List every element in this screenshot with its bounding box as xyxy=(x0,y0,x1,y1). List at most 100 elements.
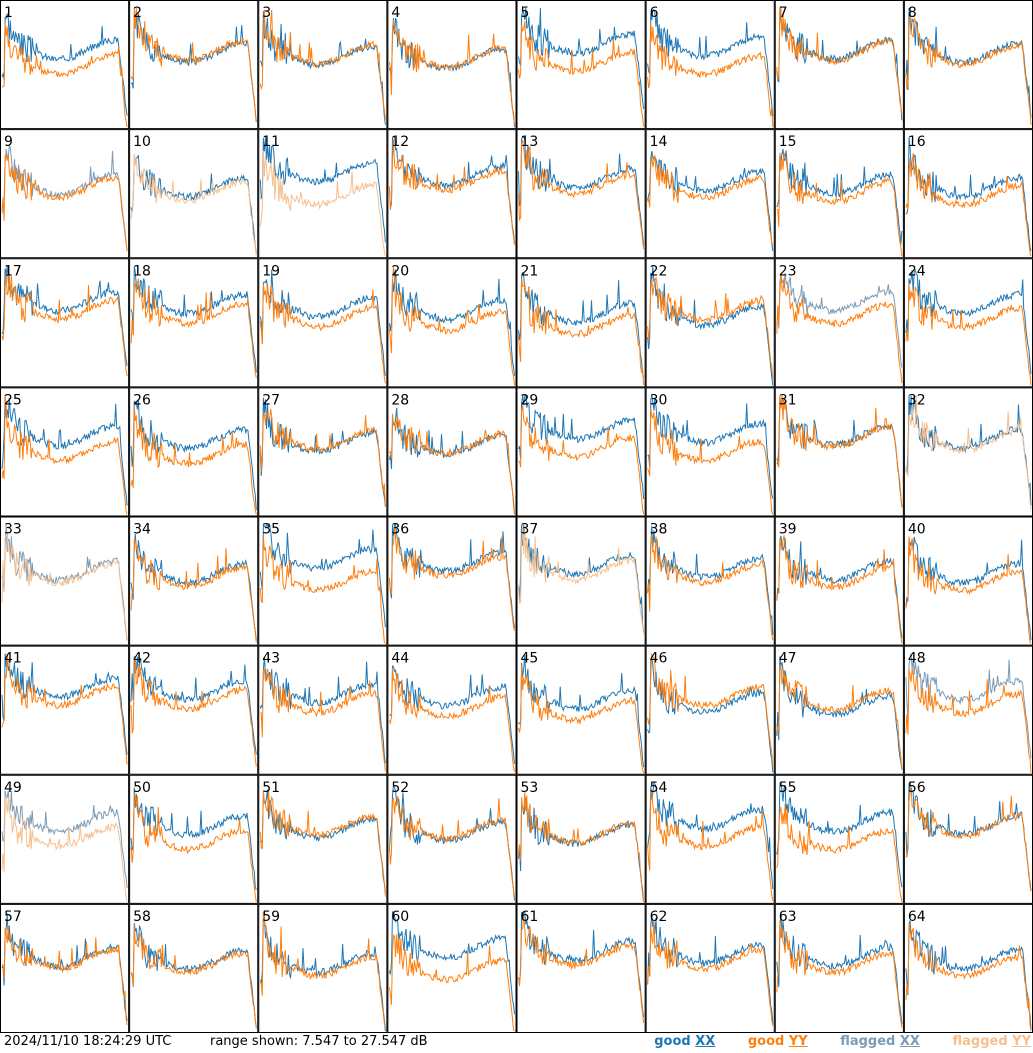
panel-label: 47 xyxy=(779,651,797,667)
panel-28: 28 xyxy=(387,387,517,517)
series-xx-line xyxy=(259,397,386,507)
series-yy-line xyxy=(388,527,515,631)
panel-52: 52 xyxy=(387,774,517,904)
panel-label: 38 xyxy=(650,522,668,538)
panel-29: 29 xyxy=(516,387,646,517)
panel-23: 23 xyxy=(774,258,904,388)
panel-34: 34 xyxy=(129,516,259,646)
series-yy-line xyxy=(1,23,128,128)
panel-3: 3 xyxy=(258,0,388,130)
series-yy-line xyxy=(905,15,1032,125)
series-xx-line xyxy=(388,523,515,629)
panel-label: 43 xyxy=(262,651,280,667)
panel-57: 57 xyxy=(0,903,130,1033)
series-yy-line xyxy=(518,664,645,773)
panel-15: 15 xyxy=(774,129,904,259)
series-yy-line xyxy=(1,273,128,376)
series-yy-line xyxy=(388,266,515,386)
panel-frame xyxy=(387,258,517,388)
panel-label: 30 xyxy=(650,392,668,408)
panel-frame xyxy=(774,774,904,904)
legend-flagged-xx: flagged XX xyxy=(840,1034,920,1049)
panel-label: 20 xyxy=(391,263,409,279)
panel-50: 50 xyxy=(129,774,259,904)
series-yy-line xyxy=(130,658,257,767)
panel-31: 31 xyxy=(774,387,904,517)
panel-frame xyxy=(516,129,646,259)
panel-label: 46 xyxy=(650,651,668,667)
panel-19: 19 xyxy=(258,258,388,388)
panel-label: 10 xyxy=(133,134,151,150)
series-yy-line xyxy=(647,789,774,902)
panel-frame xyxy=(774,516,904,646)
series-xx-line xyxy=(647,525,774,636)
panel-label: 22 xyxy=(650,263,668,279)
panel-label: 17 xyxy=(4,263,22,279)
series-xx-line xyxy=(1,13,128,116)
panel-frame xyxy=(387,645,517,775)
panel-label: 34 xyxy=(133,522,151,538)
panel-36: 36 xyxy=(387,516,517,646)
panel-frame xyxy=(129,0,259,130)
series-xx-line xyxy=(776,396,903,507)
panel-24: 24 xyxy=(903,258,1033,388)
legend-good-xx: good XX xyxy=(654,1034,716,1049)
panel-label: 12 xyxy=(391,134,409,150)
series-yy-line xyxy=(1,153,128,252)
panel-21: 21 xyxy=(516,258,646,388)
panel-frame xyxy=(0,258,130,388)
series-yy-line xyxy=(1,530,128,640)
panel-frame xyxy=(645,516,775,646)
series-yy-line xyxy=(518,278,645,386)
panel-56: 56 xyxy=(903,774,1033,904)
series-xx-line xyxy=(130,533,257,640)
series-yy-line xyxy=(647,653,774,766)
series-xx-line xyxy=(518,271,645,378)
panel-label: 27 xyxy=(262,392,280,408)
panel-33: 33 xyxy=(0,516,130,646)
panel-41: 41 xyxy=(0,645,130,775)
series-xx-line xyxy=(130,399,257,510)
panel-label: 49 xyxy=(4,780,22,796)
series-yy-line xyxy=(905,536,1032,644)
series-xx-line xyxy=(647,395,774,499)
series-yy-line xyxy=(259,537,386,644)
panel-39: 39 xyxy=(774,516,904,646)
series-xx-line xyxy=(647,8,774,117)
series-xx-line xyxy=(130,787,257,890)
panel-10: 10 xyxy=(129,129,259,259)
series-xx-line xyxy=(259,522,386,628)
series-yy-line xyxy=(130,7,257,122)
panel-label: 28 xyxy=(391,392,409,408)
series-yy-line xyxy=(776,395,903,508)
panel-label: 15 xyxy=(779,134,797,150)
series-xx-line xyxy=(1,266,128,366)
series-yy-line xyxy=(905,922,1032,1032)
panel-frame xyxy=(0,645,130,775)
panel-frame xyxy=(0,387,130,517)
panel-frame xyxy=(645,774,775,904)
series-yy-line xyxy=(259,283,386,384)
series-xx-line xyxy=(905,920,1032,1029)
series-xx-line xyxy=(905,653,1032,759)
panel-8: 8 xyxy=(903,0,1033,130)
panel-59: 59 xyxy=(258,903,388,1033)
panel-20: 20 xyxy=(387,258,517,388)
panel-frame xyxy=(516,516,646,646)
panel-label: 55 xyxy=(779,780,797,796)
legend: good XX good YY flagged XX flagged YY xyxy=(626,1034,1031,1049)
panel-frame xyxy=(516,0,646,130)
series-yy-line xyxy=(259,408,386,507)
panel-label: 41 xyxy=(4,651,22,667)
panel-25: 25 xyxy=(0,387,130,517)
series-xx-line xyxy=(776,782,903,888)
panel-46: 46 xyxy=(645,645,775,775)
panel-label: 59 xyxy=(262,909,280,925)
panel-label: 33 xyxy=(4,522,22,538)
panel-label: 24 xyxy=(908,263,926,279)
panel-55: 55 xyxy=(774,774,904,904)
panel-54: 54 xyxy=(645,774,775,904)
panel-label: 26 xyxy=(133,392,151,408)
series-yy-line xyxy=(259,150,386,257)
legend-flagged-yy: flagged YY xyxy=(952,1034,1031,1049)
